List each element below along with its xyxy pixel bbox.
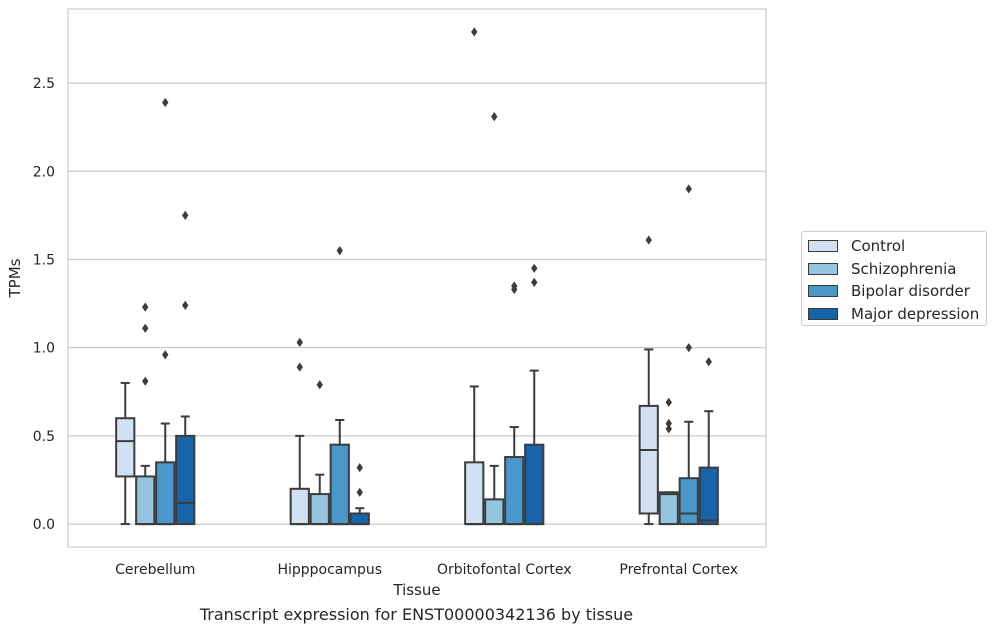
legend-swatch-control (808, 240, 838, 253)
outlier-point (531, 277, 538, 288)
box (135, 475, 156, 526)
outlier-point (296, 362, 303, 372)
x-tick-label: Hipppocampus (277, 562, 382, 578)
x-axis-label: Tissue (392, 581, 440, 599)
box-group (698, 357, 719, 526)
legend: Control Schizophrenia Bipolar disorder M… (801, 231, 987, 326)
y-tick-label: 2.0 (33, 164, 55, 180)
x-tick-label: Prefrontal Cortex (619, 562, 738, 578)
box-group (135, 302, 156, 526)
outlier-point (705, 357, 712, 367)
box (464, 461, 485, 526)
outlier-point (685, 343, 692, 353)
outlier-point (491, 112, 498, 122)
y-tick-label: 0.5 (33, 429, 55, 445)
box-group (524, 263, 545, 526)
y-tick-label: 0.0 (33, 517, 55, 533)
legend-label: Schizophrenia (851, 259, 957, 278)
box (329, 443, 350, 526)
box (309, 493, 330, 526)
box (678, 477, 699, 526)
outlier-point (665, 424, 672, 434)
x-tick-labels: Cerebellum Hipppocampus Orbitofontal Corte… (115, 562, 738, 578)
outlier-point (531, 263, 538, 273)
box-group (638, 235, 659, 526)
outlier-point (142, 323, 149, 333)
box (155, 461, 176, 526)
box-group (329, 246, 350, 526)
box-group (658, 397, 679, 526)
legend-label: Control (851, 237, 906, 256)
y-tick-label: 2.5 (33, 76, 55, 92)
box (658, 491, 679, 526)
y-axis-label: TPMs (6, 258, 24, 298)
legend-swatch-schizophrenia (808, 262, 838, 275)
y-tick-label: 1.5 (33, 252, 55, 268)
box-group (484, 112, 505, 526)
legend-swatch-major-depression (808, 307, 838, 320)
legend-item-schizophrenia: Schizophrenia (808, 258, 986, 281)
outlier-point (356, 487, 363, 497)
box-marks (115, 27, 719, 526)
outlier-point (162, 97, 169, 108)
box (115, 417, 136, 478)
legend-swatch-bipolar-disorder (808, 285, 838, 298)
box (289, 487, 310, 526)
box-group (115, 381, 136, 526)
plot-frame (67, 8, 767, 548)
x-tick-label: Orbitofontal Cortex (437, 562, 572, 578)
box (175, 434, 196, 526)
box-group (504, 281, 525, 526)
box-group (678, 184, 699, 526)
legend-label: Major depression (851, 304, 980, 323)
legend-item-major-depression: Major depression (808, 303, 986, 326)
outlier-point (162, 350, 169, 360)
box (638, 404, 659, 515)
outlier-point (511, 281, 518, 291)
outlier-point (665, 397, 672, 407)
outlier-point (316, 380, 323, 390)
box (349, 512, 370, 526)
box-group (155, 97, 176, 526)
legend-label: Bipolar disorder (851, 282, 970, 301)
box (504, 456, 525, 526)
legend-item-bipolar-disorder: Bipolar disorder (808, 280, 986, 303)
y-tick-labels: 0.0 0.5 1.0 1.5 2.0 2.5 (33, 76, 55, 533)
outlier-point (142, 302, 149, 312)
box (698, 466, 719, 526)
box-group (349, 463, 370, 526)
outlier-point (336, 246, 343, 256)
outlier-point (142, 376, 149, 386)
figure-caption: Transcript expression for ENST0000034213… (199, 605, 634, 624)
outlier-point (471, 27, 478, 37)
box (524, 443, 545, 526)
box-group (289, 337, 310, 526)
outlier-point (356, 463, 363, 473)
box (484, 498, 505, 526)
outlier-point (296, 337, 303, 347)
outlier-point (645, 235, 652, 245)
x-tick-label: Cerebellum (115, 562, 195, 578)
box-group (309, 380, 330, 526)
legend-item-control: Control (808, 235, 986, 258)
box-group (175, 210, 196, 526)
outlier-point (182, 300, 189, 310)
box-group (464, 27, 485, 526)
outlier-point (665, 418, 672, 429)
outlier-point (182, 210, 189, 220)
y-tick-label: 1.0 (33, 341, 55, 357)
outlier-point (685, 184, 692, 194)
